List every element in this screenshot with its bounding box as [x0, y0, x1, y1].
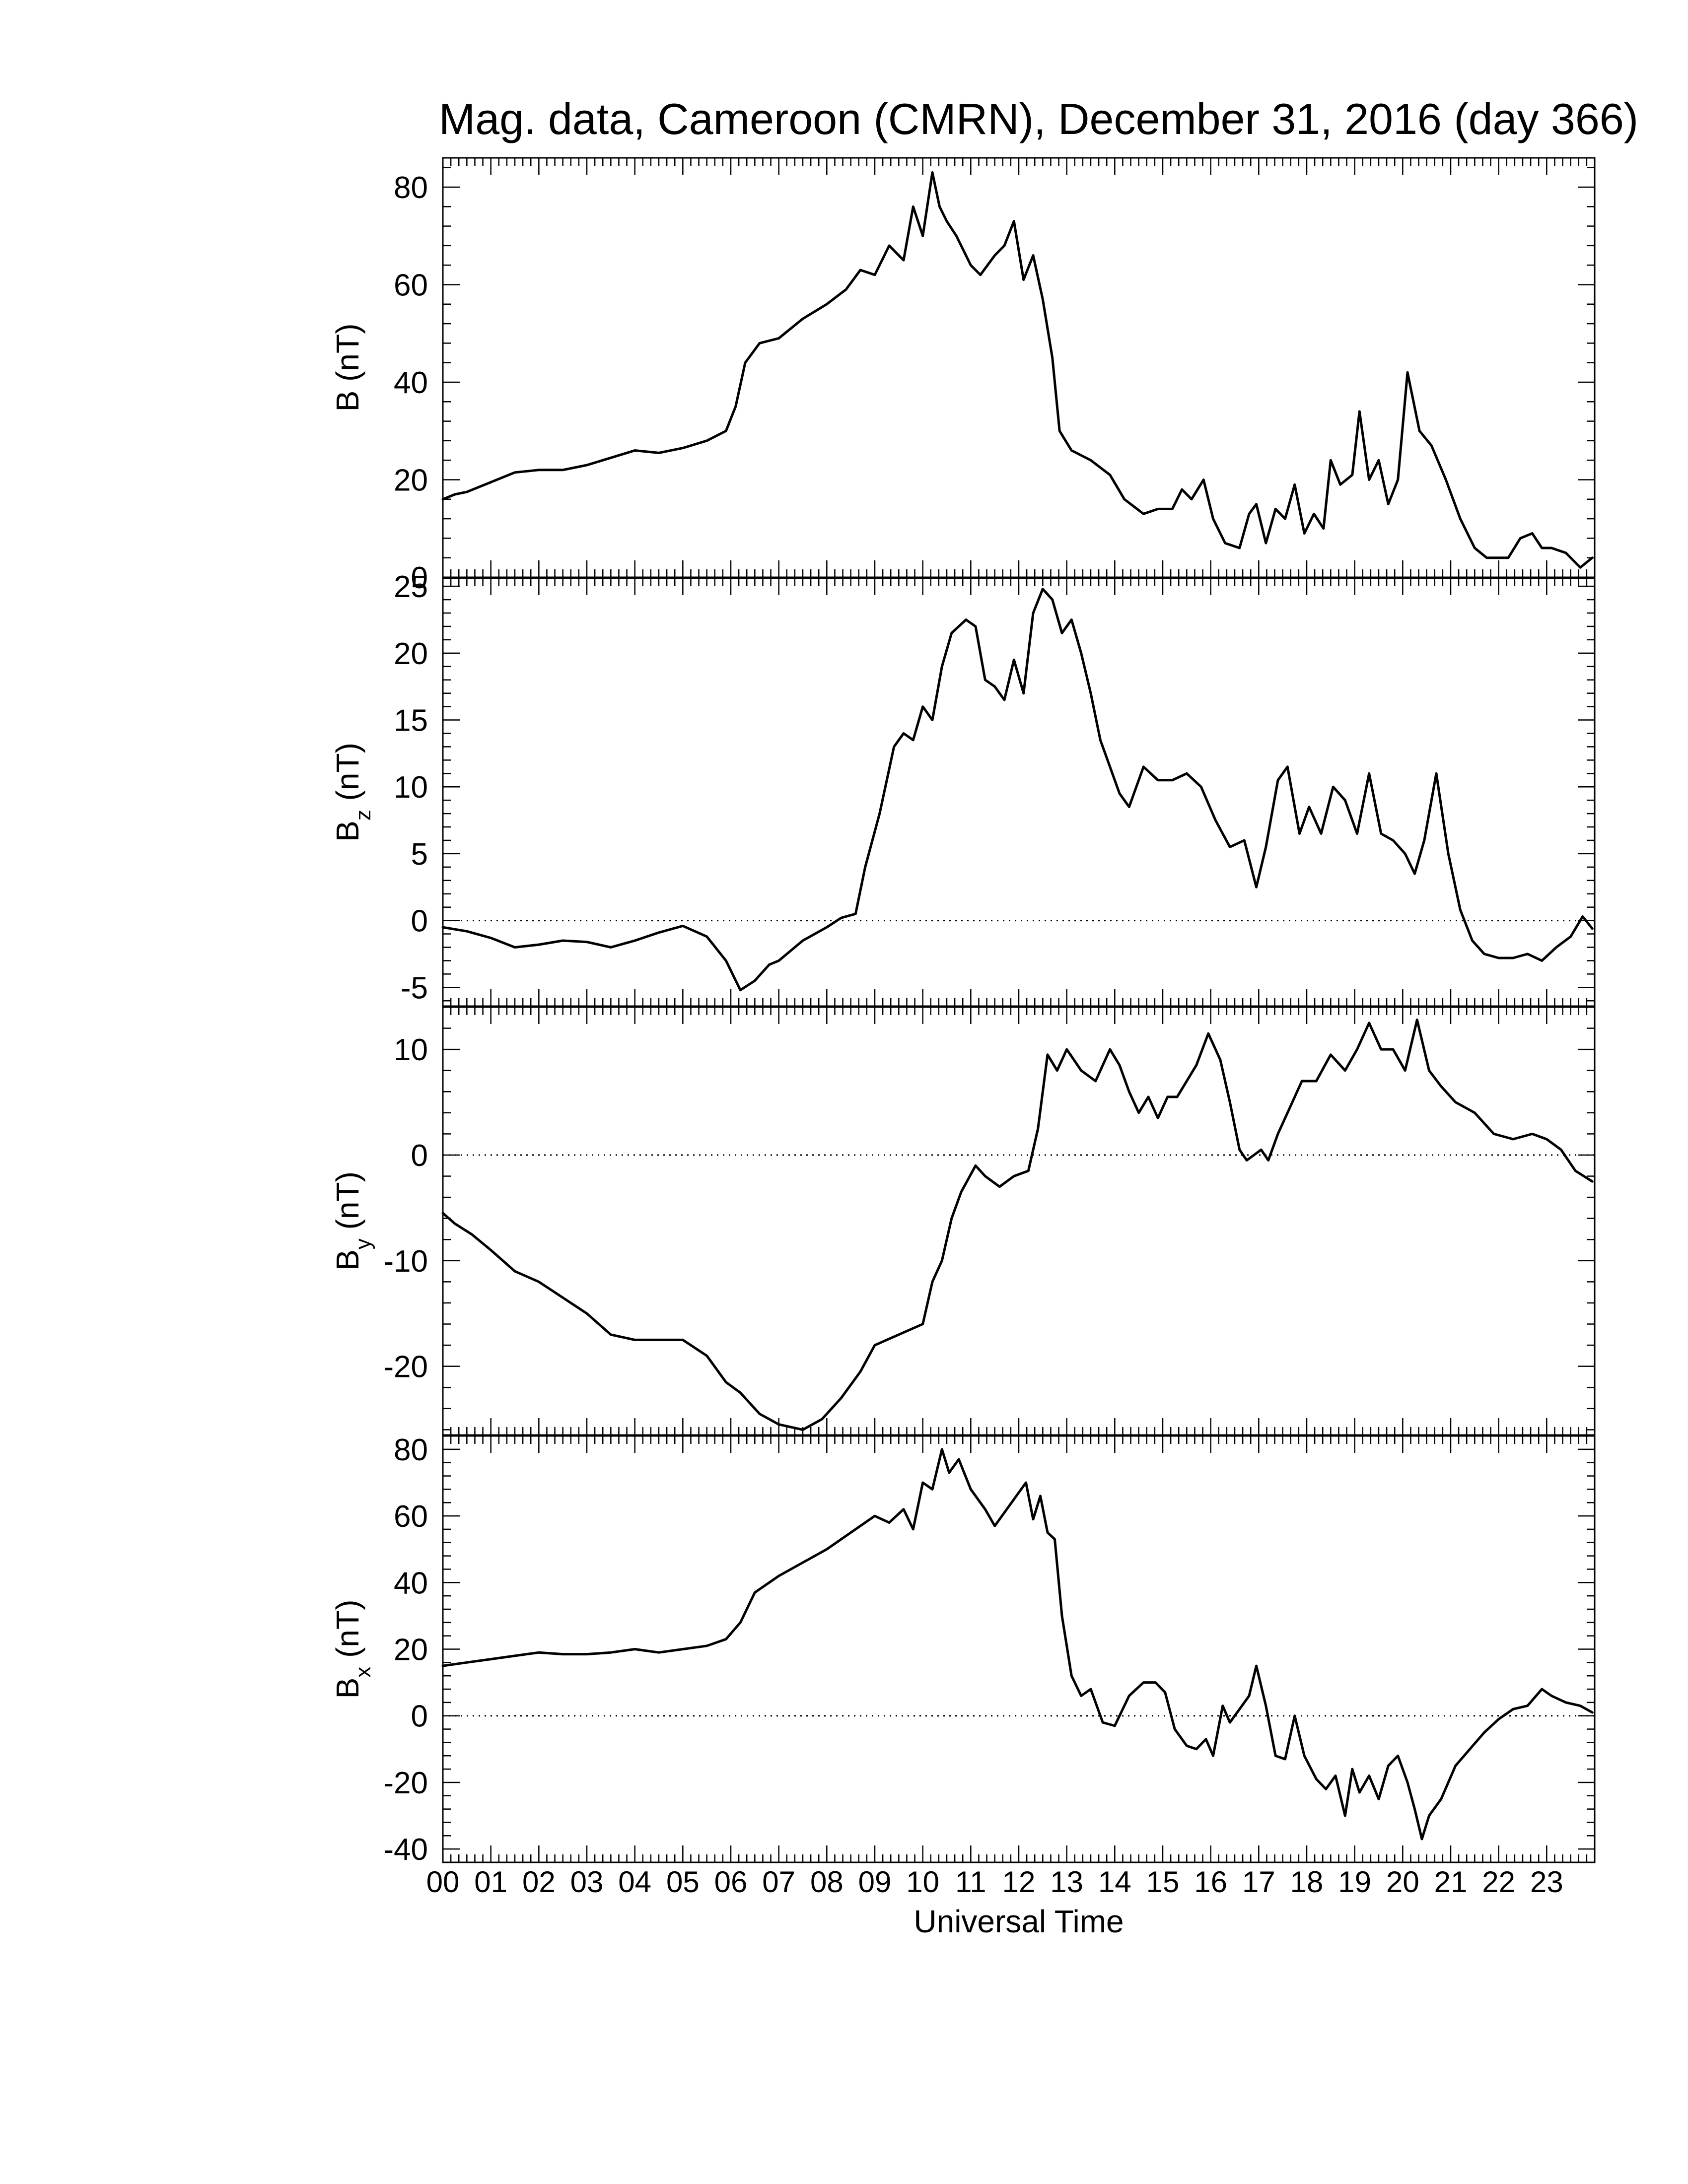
x-tick-label: 06 — [714, 1865, 748, 1899]
series-line — [441, 171, 1594, 569]
x-tick-label: 19 — [1338, 1865, 1371, 1899]
x-tick-label: 08 — [810, 1865, 844, 1899]
panels: 0 20 40 60 80 B (nT) -5 0 5 10 15 20 25 Bz (nT) -20 -10… — [330, 157, 1596, 1867]
y-tick-label: 10 — [394, 770, 428, 805]
x-tick-label: 14 — [1098, 1865, 1131, 1899]
x-tick-label: 20 — [1386, 1865, 1419, 1899]
y-tick-label: 80 — [394, 171, 428, 205]
y-tick-label: 25 — [394, 570, 428, 604]
x-tick-label: 17 — [1242, 1865, 1275, 1899]
y-axis-label: Bz (nT) — [330, 743, 375, 842]
y-axis-label: B (nT) — [330, 324, 365, 412]
panel-1: 0 20 40 60 80 B (nT) — [330, 157, 1596, 595]
x-tick-label: 00 — [426, 1865, 460, 1899]
x-tick-label: 05 — [666, 1865, 700, 1899]
x-tick-label: 16 — [1194, 1865, 1227, 1899]
y-tick-label: 40 — [394, 1566, 428, 1600]
y-tick-label: 20 — [394, 1633, 428, 1667]
y-tick-label: 60 — [394, 268, 428, 302]
y-tick-label: -5 — [401, 971, 428, 1005]
panel-3: -20 -10 0 10 By (nT) — [330, 1006, 1596, 1436]
x-tick-label: 21 — [1434, 1865, 1468, 1899]
y-tick-label: 0 — [411, 1700, 428, 1734]
x-tick-label: 01 — [474, 1865, 507, 1899]
y-tick-label: 10 — [394, 1033, 428, 1067]
x-tick-label: 11 — [955, 1865, 986, 1899]
y-tick-label: 20 — [394, 463, 428, 497]
x-tick-label: 15 — [1146, 1865, 1180, 1899]
y-tick-label: 0 — [411, 1139, 428, 1173]
y-tick-label: 15 — [394, 704, 428, 738]
panel-4: -40 -20 0 20 40 60 80 Bx (nT) — [330, 1433, 1596, 1867]
x-tick-label: 12 — [1002, 1865, 1036, 1899]
y-tick-label: -40 — [383, 1833, 428, 1867]
x-tick-label: 02 — [522, 1865, 556, 1899]
chart-title: Mag. data, Cameroon (CMRN), December 31,… — [439, 94, 1638, 143]
x-tick-label: 18 — [1290, 1865, 1324, 1899]
x-tick-label: 03 — [570, 1865, 604, 1899]
y-tick-label: 20 — [394, 637, 428, 671]
x-axis-label: Universal Time — [914, 1904, 1124, 1939]
panel-2: -5 0 5 10 15 20 25 Bz (nT) — [330, 570, 1596, 1007]
x-tick-label: 07 — [762, 1865, 795, 1899]
y-axis-label: Bx (nT) — [330, 1600, 375, 1699]
x-tick-label: 04 — [618, 1865, 651, 1899]
x-tick-label: 13 — [1050, 1865, 1083, 1899]
series-line — [441, 1019, 1594, 1431]
x-tick-label: 23 — [1530, 1865, 1563, 1899]
series-line — [441, 1448, 1594, 1841]
x-tick-label: 09 — [858, 1865, 892, 1899]
y-tick-label: 0 — [411, 904, 428, 939]
y-tick-label: 40 — [394, 366, 428, 400]
y-tick-label: 0 — [411, 561, 428, 595]
x-axis-tick-labels: 00 01 02 03 04 05 06 07 08 09 10 11 12 13 14 15 16 17 18 19… — [426, 1865, 1563, 1899]
y-tick-label: -20 — [383, 1766, 428, 1800]
series-line — [441, 588, 1594, 992]
y-tick-label: -20 — [383, 1350, 428, 1384]
x-tick-label: 22 — [1482, 1865, 1515, 1899]
y-tick-label: 80 — [394, 1433, 428, 1467]
y-tick-label: 60 — [394, 1500, 428, 1534]
y-tick-label: -10 — [383, 1244, 428, 1279]
y-tick-label: 5 — [411, 837, 428, 872]
x-tick-label: 10 — [906, 1865, 939, 1899]
y-axis-label: By (nT) — [330, 1171, 375, 1271]
